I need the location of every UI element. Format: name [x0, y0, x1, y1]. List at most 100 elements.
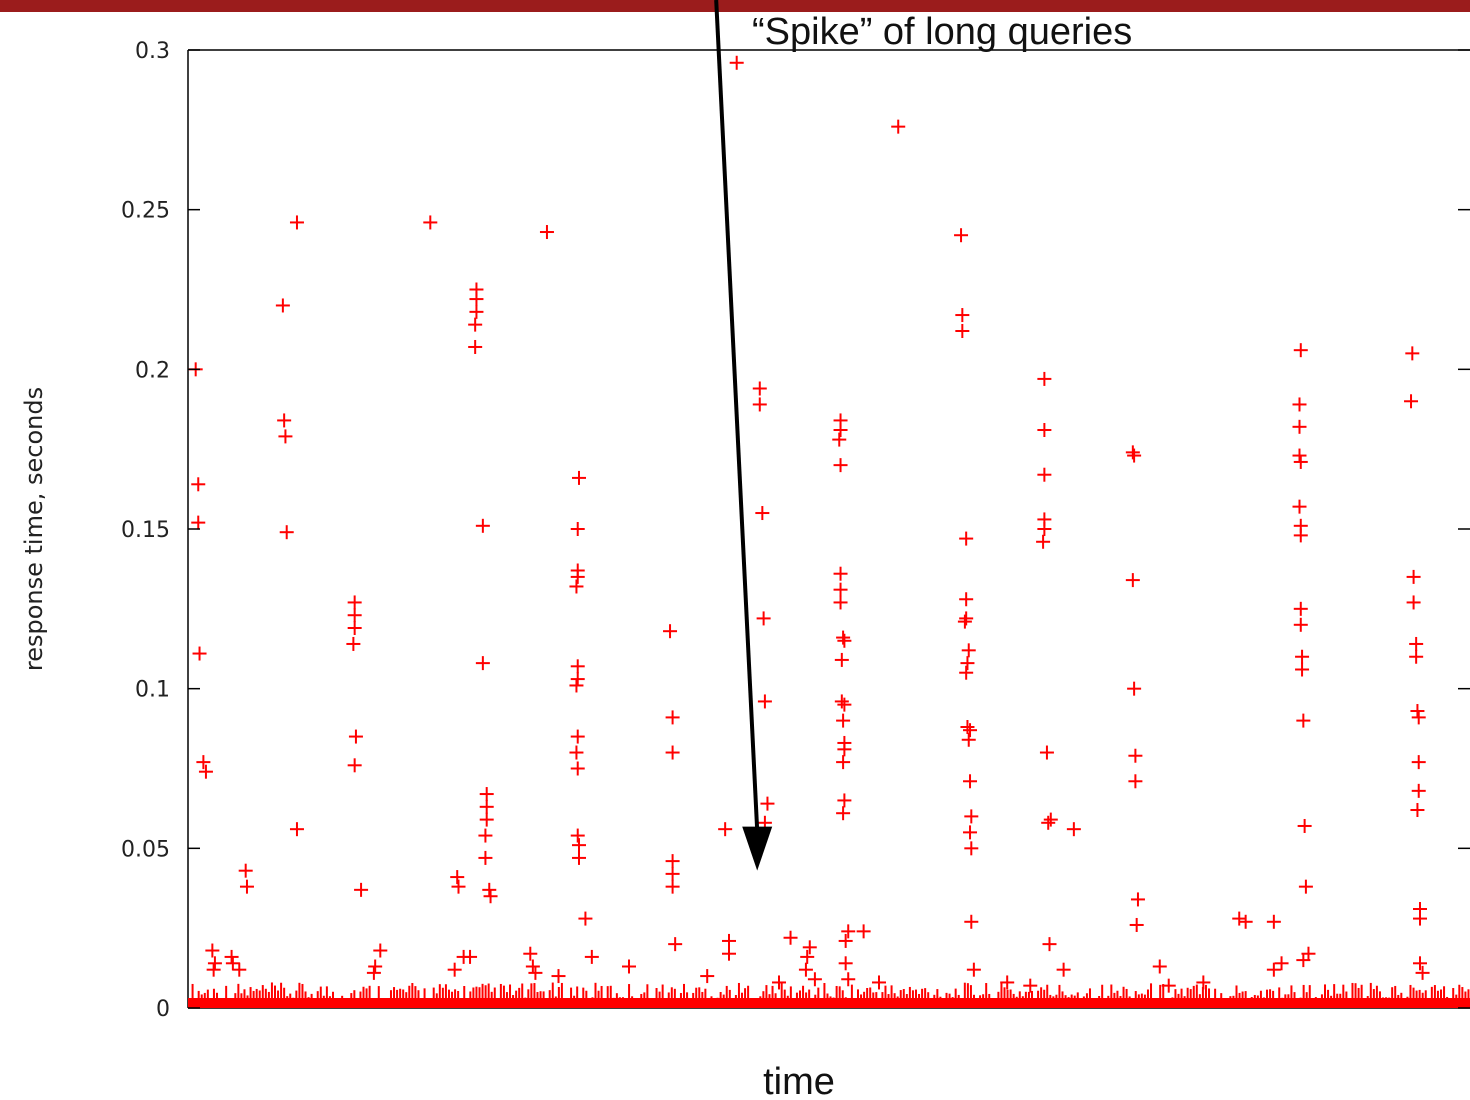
data-point [1405, 346, 1420, 361]
baseline-band-fill [188, 998, 1470, 1008]
y-tick-label: 0.05 [121, 837, 170, 862]
data-point [841, 972, 856, 987]
x-axis-label: time [763, 1061, 835, 1100]
data-point [838, 956, 853, 971]
data-point [191, 477, 206, 492]
data-point [959, 531, 974, 546]
data-point [450, 870, 465, 885]
data-point [752, 381, 767, 396]
data-point [722, 946, 737, 961]
data-point [836, 806, 851, 821]
data-point [959, 592, 974, 607]
baseline-dense-band [188, 982, 1470, 1008]
data-point [1037, 522, 1052, 536]
data-point [468, 317, 483, 332]
y-tick-label: 0.2 [135, 358, 170, 383]
data-point [1293, 617, 1308, 632]
data-point [347, 608, 362, 623]
data-point [278, 429, 293, 444]
data-point [479, 799, 494, 814]
data-point [366, 965, 381, 980]
data-point [289, 215, 304, 230]
data-point [1161, 978, 1176, 993]
data-point [525, 959, 540, 974]
data-point [1056, 962, 1071, 977]
data-point [1292, 499, 1307, 514]
data-point [1413, 956, 1428, 971]
data-point [528, 965, 543, 980]
data-point [1293, 454, 1308, 469]
data-point [1295, 662, 1310, 677]
data-point [423, 215, 438, 230]
data-point [239, 879, 254, 894]
data-point [1297, 818, 1312, 833]
data-point [959, 611, 974, 626]
data-point [1066, 822, 1081, 837]
data-point [1128, 774, 1143, 789]
data-point [463, 949, 478, 964]
annotation-text: “Spike” of long queries [752, 11, 1132, 53]
y-tick-label: 0 [156, 997, 170, 1022]
annotation-arrow [714, 0, 760, 831]
data-point [1292, 448, 1307, 463]
data-point [757, 694, 772, 709]
data-point [570, 522, 585, 536]
data-point [1266, 962, 1281, 977]
data-point [1404, 394, 1419, 409]
data-point [1037, 423, 1052, 438]
data-point [807, 972, 822, 987]
data-point [289, 822, 304, 837]
data-point [348, 729, 363, 744]
data-point [856, 924, 871, 939]
data-point [960, 656, 975, 671]
data-point [955, 308, 970, 323]
data-point [1127, 448, 1142, 463]
data-point [224, 949, 239, 964]
data-point [838, 933, 853, 948]
data-point [836, 630, 851, 645]
data-point [1000, 975, 1015, 990]
data-point [832, 432, 847, 447]
scatter-points [188, 55, 1430, 993]
plot-frame [187, 49, 1470, 1009]
data-point [836, 713, 851, 728]
data-point [1293, 601, 1308, 616]
spike-annotation: “Spike” of long queries [714, 0, 1132, 871]
data-point [1406, 595, 1421, 610]
data-point [1125, 573, 1140, 588]
data-point [837, 742, 852, 757]
data-point [961, 643, 976, 658]
data-point [238, 863, 253, 878]
data-point [665, 854, 680, 869]
top-accent-bar [0, 0, 1470, 12]
data-point [469, 292, 484, 307]
data-point [752, 397, 767, 412]
data-point [1293, 343, 1308, 358]
data-point [955, 324, 970, 339]
data-point [1293, 528, 1308, 543]
data-point [1292, 397, 1307, 412]
data-point [1415, 965, 1430, 980]
data-point [479, 812, 494, 827]
data-point [665, 879, 680, 894]
data-point [1292, 419, 1307, 434]
data-point [198, 764, 213, 779]
data-point [668, 937, 683, 952]
data-point [1296, 713, 1311, 728]
data-point [570, 729, 585, 744]
data-point [1298, 879, 1313, 894]
data-point [475, 518, 490, 533]
data-point [569, 678, 584, 693]
data-point [1409, 649, 1424, 664]
data-point [1232, 911, 1247, 926]
data-point [964, 914, 979, 929]
data-point [964, 809, 979, 824]
data-point [663, 624, 678, 639]
data-point [1023, 978, 1038, 993]
data-point [373, 943, 388, 958]
data-point [665, 710, 680, 725]
data-point [834, 694, 849, 709]
data-point [347, 758, 362, 773]
data-point [539, 225, 554, 240]
data-point [207, 956, 222, 971]
